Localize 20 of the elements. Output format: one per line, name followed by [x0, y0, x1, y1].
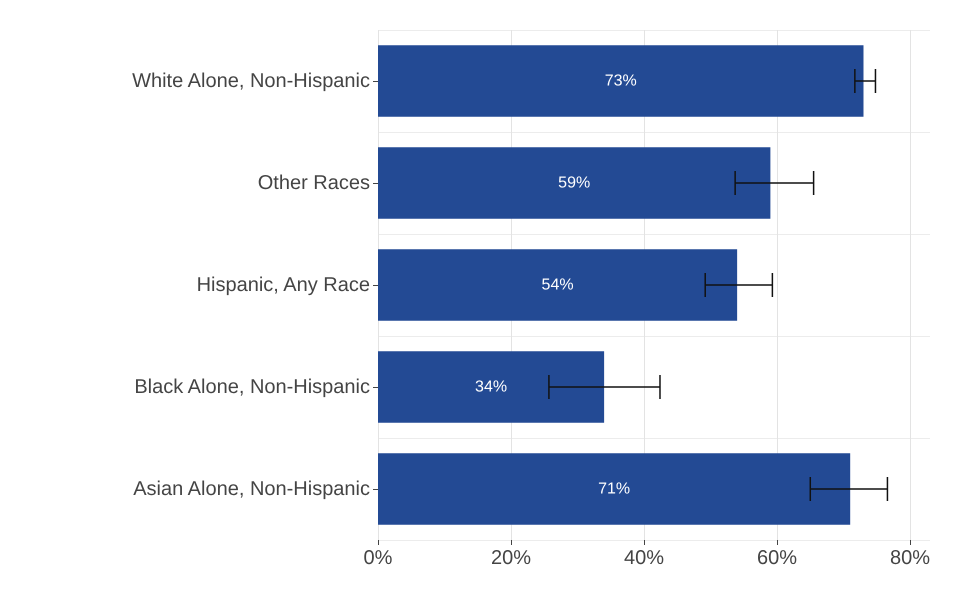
bar [378, 351, 604, 423]
data-label: 59% [558, 174, 590, 192]
x-tick-label: 80% [890, 547, 930, 569]
bar [378, 45, 864, 117]
x-tick-label: 20% [490, 547, 532, 569]
data-label: 71% [598, 480, 630, 498]
y-tick-label: Hispanic, Any Race [196, 274, 370, 296]
y-tick-label: Asian Alone, Non-Hispanic [133, 478, 370, 500]
x-tick-label: 0% [364, 547, 393, 569]
x-tick-label: 40% [624, 547, 664, 569]
bar [378, 147, 770, 219]
x-tick-label: 60% [757, 547, 798, 569]
bar [378, 453, 850, 525]
data-label: 34% [475, 378, 508, 396]
bar [378, 249, 738, 321]
y-tick-label: Other Races [258, 172, 370, 194]
y-tick-label: Black Alone, Non-Hispanic [134, 376, 370, 398]
data-label: 54% [542, 276, 574, 294]
data-label: 73% [604, 72, 637, 90]
y-tick-label: White Alone, Non-Hispanic [132, 70, 370, 92]
